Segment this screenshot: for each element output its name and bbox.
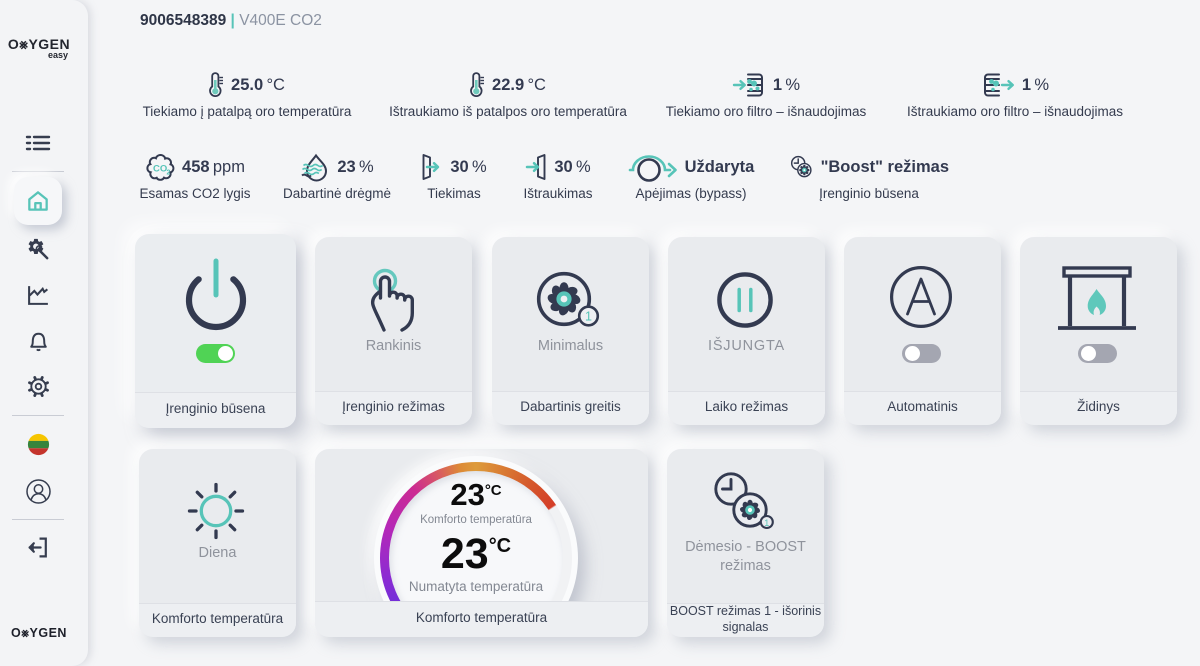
svg-text:2: 2 (167, 169, 171, 176)
svg-text:CO: CO (153, 163, 167, 174)
svg-text:1: 1 (585, 310, 592, 324)
svg-text:1: 1 (764, 518, 769, 528)
